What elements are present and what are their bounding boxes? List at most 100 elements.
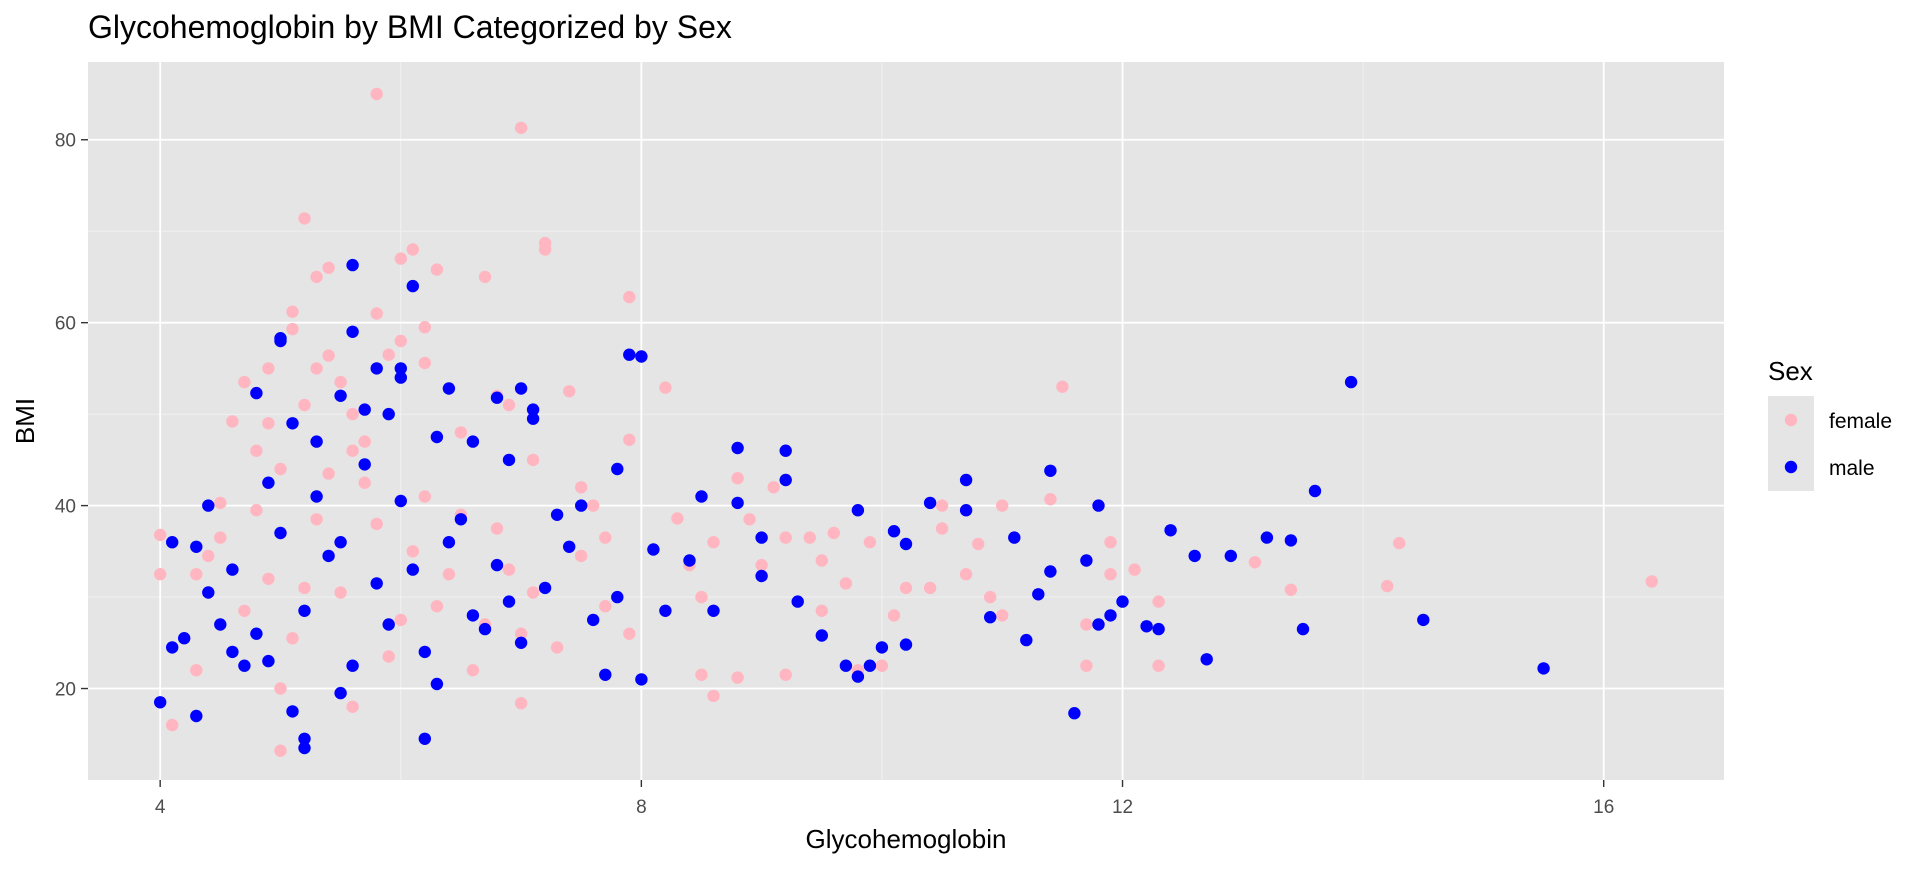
data-point-male: [322, 549, 335, 563]
data-point-male: [262, 654, 275, 668]
data-point-male: [370, 577, 383, 590]
chart-title: Glycohemoglobin by BMI Categorized by Se…: [88, 9, 732, 45]
data-point-male: [238, 659, 251, 672]
data-point-male: [334, 536, 347, 549]
data-point-male: [707, 604, 720, 617]
data-point-female: [274, 462, 287, 476]
data-point-female: [839, 577, 853, 590]
axis-ticks: 4 8 12 16 20 40 60 80: [55, 131, 1614, 818]
data-point-female: [430, 600, 444, 613]
data-point-female: [1152, 595, 1165, 608]
data-point-male: [1092, 618, 1105, 631]
data-point-female: [899, 581, 913, 595]
data-point-female: [286, 305, 299, 318]
data-point-male: [226, 645, 239, 659]
data-point-female: [466, 664, 480, 677]
data-point-female: [334, 375, 347, 389]
data-point-female: [322, 261, 335, 274]
data-point-male: [250, 386, 263, 400]
data-point-female: [1044, 493, 1057, 506]
data-point-female: [502, 398, 516, 412]
data-point-female: [1381, 579, 1394, 593]
data-point-male: [635, 673, 648, 686]
data-point-male: [358, 403, 371, 416]
data-point-male: [430, 430, 444, 444]
data-point-male: [599, 668, 612, 681]
y-tick-label: 80: [55, 131, 76, 152]
data-point-female: [599, 531, 612, 544]
data-point-female: [755, 558, 768, 572]
data-point-female: [418, 356, 431, 370]
data-point-female: [984, 590, 997, 604]
data-point-male: [695, 490, 708, 503]
data-point-female: [238, 604, 251, 617]
data-point-female: [370, 517, 383, 531]
data-point-female: [767, 481, 780, 494]
data-point-male: [310, 435, 323, 448]
data-point-male: [454, 513, 468, 526]
data-point-male: [466, 609, 480, 622]
data-point-male: [394, 371, 407, 384]
data-point-male: [659, 604, 672, 617]
data-point-male: [623, 348, 636, 361]
data-point-male: [839, 659, 853, 672]
data-point-male: [394, 362, 407, 375]
data-point-female: [406, 243, 419, 256]
grid-lines: [88, 62, 1724, 780]
data-point-female: [563, 385, 576, 398]
data-point-male: [202, 586, 215, 599]
y-tick-label: 60: [55, 314, 76, 335]
data-point-male: [959, 504, 973, 517]
data-point-male: [647, 543, 660, 556]
data-point-male: [274, 526, 287, 540]
data-point-male: [394, 494, 407, 508]
data-point-male: [875, 641, 889, 654]
data-point-male: [1260, 531, 1274, 544]
data-point-female: [1152, 659, 1165, 672]
data-point-female: [214, 531, 227, 544]
data-point-female: [671, 512, 684, 525]
data-point-female: [707, 536, 720, 549]
data-point-male: [1344, 375, 1358, 389]
data-point-male: [298, 741, 311, 755]
data-point-female: [526, 453, 540, 467]
data-point-male: [286, 705, 299, 718]
data-point-male: [262, 476, 275, 489]
data-point-female: [478, 270, 492, 284]
data-point-male: [683, 554, 696, 567]
data-point-female: [274, 682, 287, 695]
plot-panel: [88, 62, 1724, 780]
data-point-female: [1080, 659, 1093, 672]
data-point-male: [346, 659, 359, 672]
data-point-female: [575, 549, 588, 563]
data-point-female: [887, 609, 901, 622]
y-tick-label: 40: [55, 497, 76, 518]
data-point-female: [972, 537, 985, 551]
data-point-female: [262, 572, 275, 585]
data-point-male: [1308, 484, 1322, 498]
data-point-female: [370, 87, 383, 101]
data-point-female: [310, 513, 323, 526]
data-point-female: [815, 604, 828, 617]
data-point-female: [262, 417, 275, 430]
data-point-male: [1116, 595, 1129, 608]
data-point-male: [815, 629, 828, 642]
data-point-male: [430, 677, 444, 691]
data-point-female: [322, 349, 335, 362]
data-point-male: [1140, 620, 1153, 633]
data-point-male: [635, 350, 648, 363]
data-point-female: [418, 490, 431, 503]
data-point-female: [996, 609, 1009, 622]
data-point-male: [370, 362, 383, 375]
data-point-male: [154, 696, 167, 709]
data-point-female: [695, 668, 708, 681]
data-point-female: [875, 659, 889, 672]
data-point-male: [1080, 554, 1093, 567]
data-point-female: [827, 526, 840, 540]
data-point-female: [154, 568, 167, 581]
data-point-male: [959, 473, 973, 487]
data-point-male: [1537, 662, 1550, 675]
data-point-female: [454, 426, 468, 439]
data-point-female: [1104, 568, 1117, 581]
data-point-male: [1417, 613, 1430, 627]
